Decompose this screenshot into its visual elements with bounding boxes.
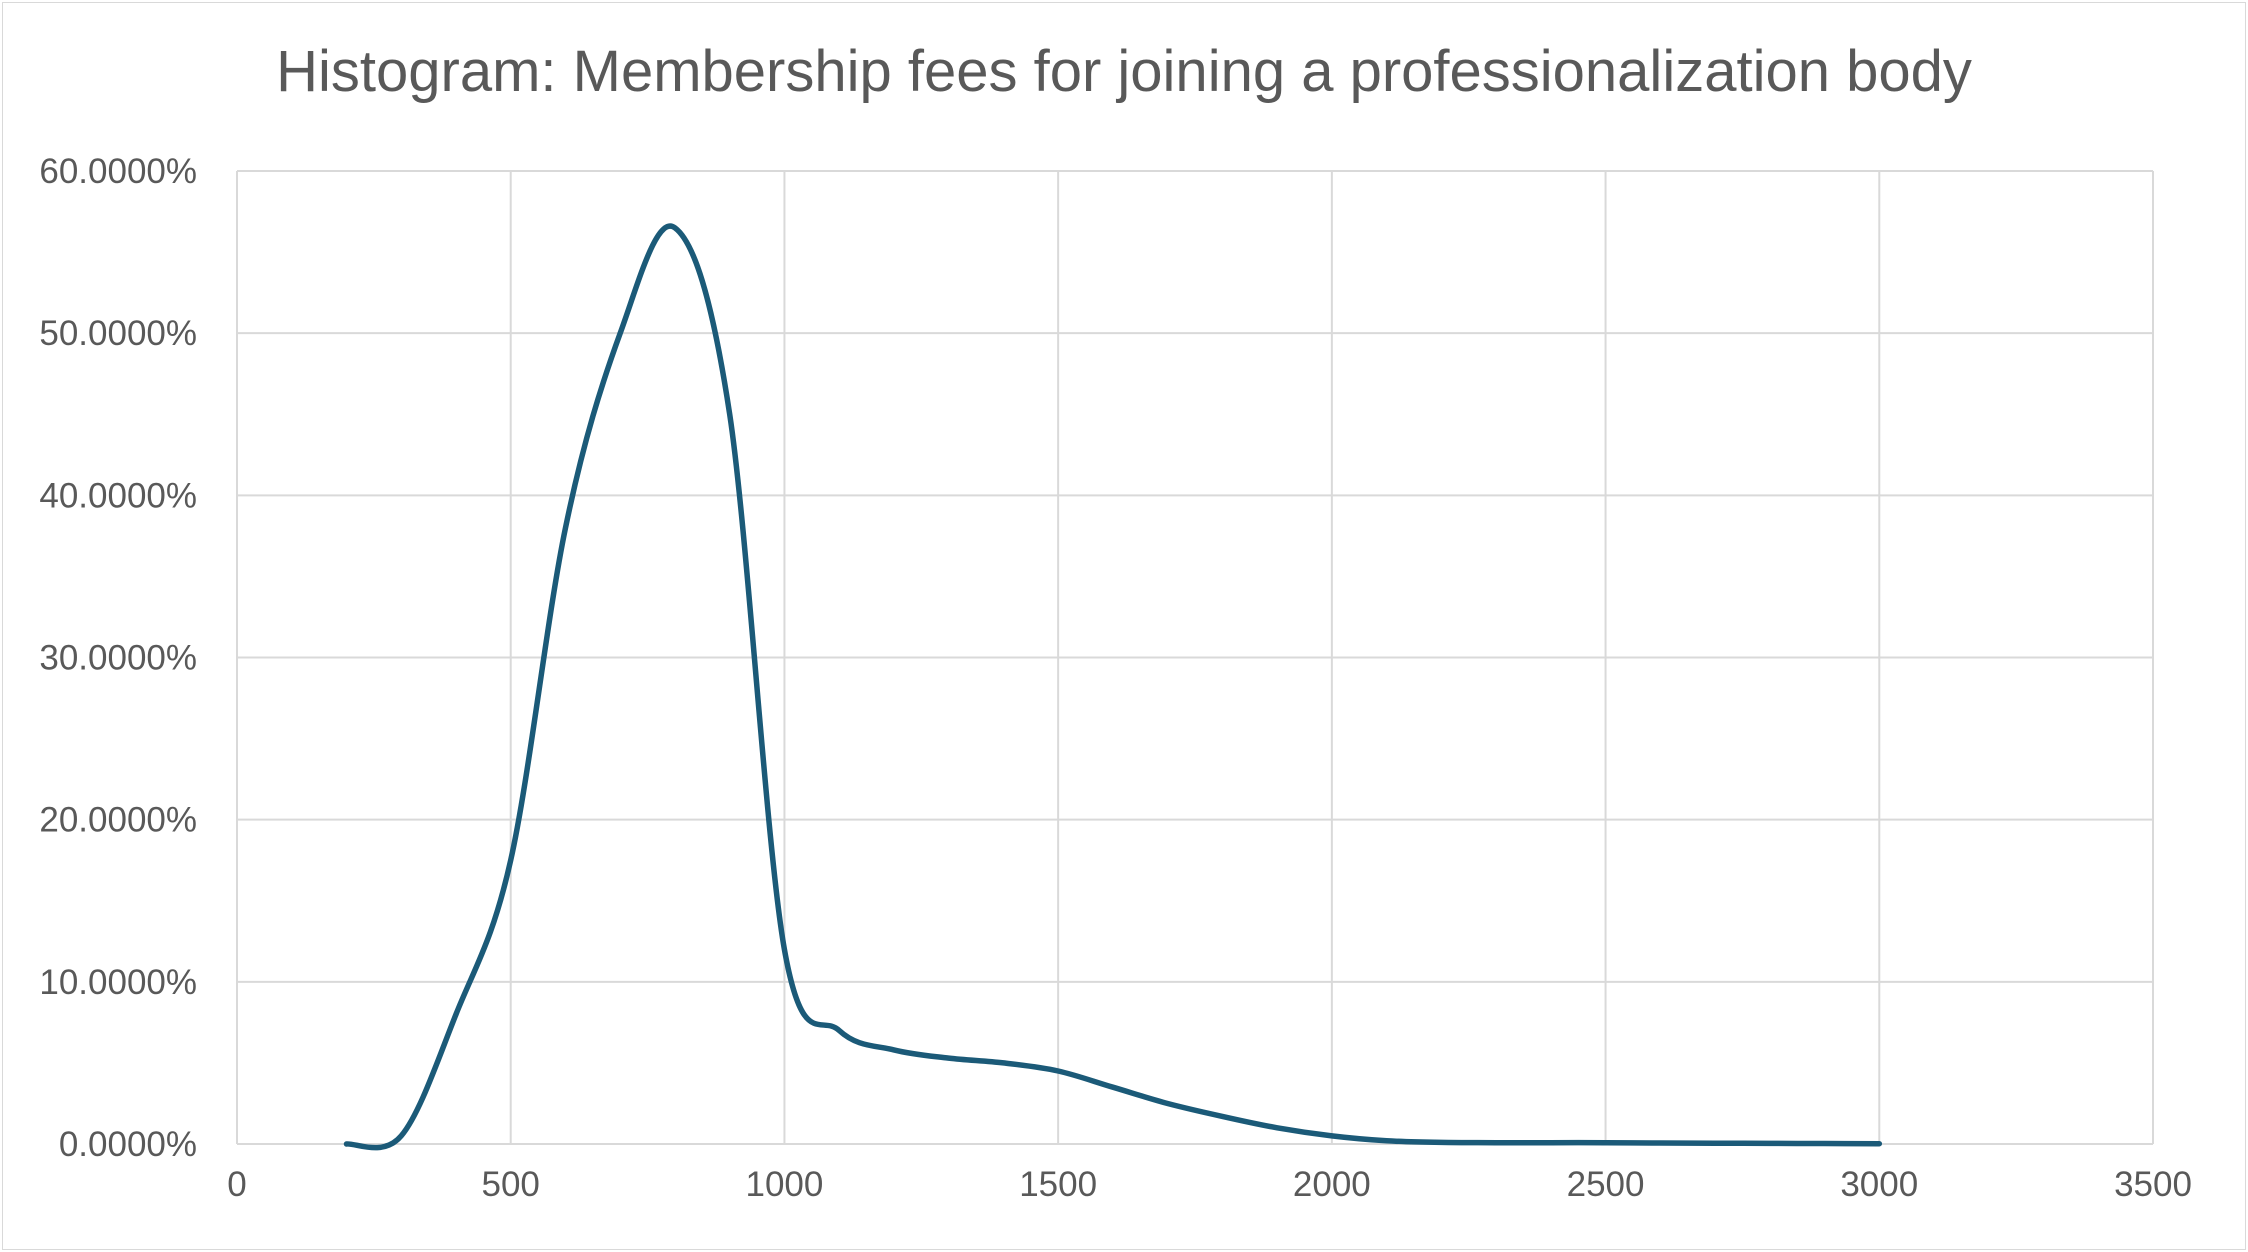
x-tick-label: 500 xyxy=(482,1165,540,1204)
y-tick-label: 30.0000% xyxy=(39,639,197,678)
x-tick-label: 0 xyxy=(227,1165,246,1204)
x-tick-label: 2500 xyxy=(1567,1165,1645,1204)
y-axis-ticks: 0.0000% 10.0000% 20.0000% 30.0000% 40.0000% 5… xyxy=(39,152,197,1164)
y-tick-label: 50.0000% xyxy=(39,314,197,353)
y-tick-label: 0.0000% xyxy=(59,1125,197,1164)
y-tick-label: 40.0000% xyxy=(39,476,197,515)
x-tick-label: 1000 xyxy=(745,1165,823,1204)
x-tick-label: 1500 xyxy=(1019,1165,1097,1204)
y-tick-label: 60.0000% xyxy=(39,152,197,191)
series-line xyxy=(343,223,1883,1151)
gridlines xyxy=(236,170,2154,1145)
series-layer xyxy=(343,223,1883,1151)
chart-title: Histogram: Membership fees for joining a… xyxy=(276,39,1972,104)
x-tick-label: 3500 xyxy=(2114,1165,2192,1204)
x-axis-ticks: 0 500 1000 1500 2000 2500 3000 3500 xyxy=(227,1165,2192,1204)
x-tick-label: 2000 xyxy=(1293,1165,1371,1204)
y-tick-label: 20.0000% xyxy=(39,801,197,840)
x-tick-label: 3000 xyxy=(1840,1165,1918,1204)
y-tick-label: 10.0000% xyxy=(39,963,197,1002)
